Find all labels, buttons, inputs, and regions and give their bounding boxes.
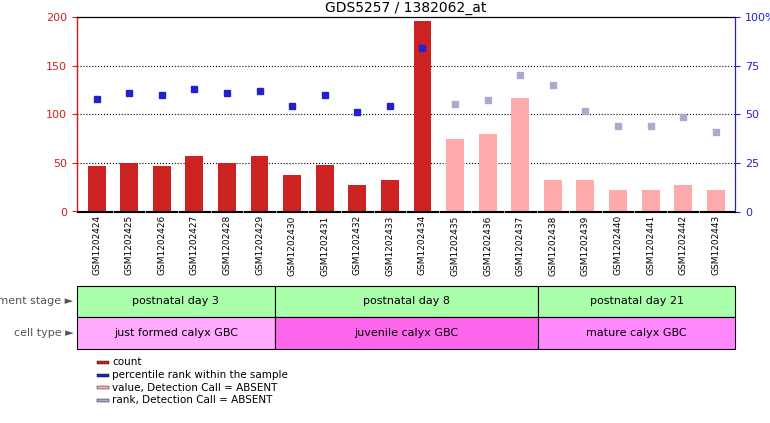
Text: GSM1202437: GSM1202437 (516, 215, 524, 275)
Text: GSM1202440: GSM1202440 (614, 215, 622, 275)
Bar (97, 361, 109, 364)
Bar (348, 185, 367, 212)
Bar (446, 139, 464, 212)
Title: GDS5257 / 1382062_at: GDS5257 / 1382062_at (326, 0, 487, 14)
Text: GSM1202425: GSM1202425 (125, 215, 134, 275)
Text: GSM1202427: GSM1202427 (190, 215, 199, 275)
Bar (537, 317, 735, 349)
Text: postnatal day 8: postnatal day 8 (363, 297, 450, 306)
Bar (479, 134, 497, 212)
Bar (537, 286, 735, 317)
Bar (97, 399, 109, 402)
Text: GSM1202434: GSM1202434 (418, 215, 427, 275)
Text: postnatal day 21: postnatal day 21 (590, 297, 684, 306)
Text: value, Detection Call = ABSENT: value, Detection Call = ABSENT (112, 383, 278, 393)
Bar (544, 180, 562, 212)
Bar (274, 286, 537, 317)
Bar (274, 317, 537, 349)
Bar (316, 165, 333, 212)
Text: just formed calyx GBC: just formed calyx GBC (114, 328, 238, 338)
Bar (88, 166, 105, 212)
Bar (77, 286, 274, 317)
Text: count: count (112, 357, 142, 367)
Text: GSM1202441: GSM1202441 (646, 215, 655, 275)
Bar (707, 190, 725, 212)
Bar (283, 175, 301, 212)
Bar (250, 156, 269, 212)
Text: GSM1202442: GSM1202442 (678, 215, 688, 275)
Bar (97, 374, 109, 376)
Text: GSM1202435: GSM1202435 (450, 215, 460, 275)
Bar (641, 190, 660, 212)
Bar (97, 386, 109, 389)
Bar (577, 180, 594, 212)
Text: GSM1202432: GSM1202432 (353, 215, 362, 275)
Text: GSM1202439: GSM1202439 (581, 215, 590, 275)
Text: GSM1202438: GSM1202438 (548, 215, 557, 275)
Bar (218, 163, 236, 212)
Bar (413, 21, 431, 212)
Text: GSM1202426: GSM1202426 (157, 215, 166, 275)
Text: percentile rank within the sample: percentile rank within the sample (112, 370, 288, 380)
Text: postnatal day 3: postnatal day 3 (132, 297, 219, 306)
Text: GSM1202430: GSM1202430 (288, 215, 296, 275)
Text: cell type ►: cell type ► (14, 328, 73, 338)
Text: rank, Detection Call = ABSENT: rank, Detection Call = ABSENT (112, 396, 273, 405)
Text: mature calyx GBC: mature calyx GBC (586, 328, 687, 338)
Text: GSM1202428: GSM1202428 (223, 215, 232, 275)
Text: GSM1202436: GSM1202436 (483, 215, 492, 275)
Text: GSM1202443: GSM1202443 (711, 215, 720, 275)
Text: juvenile calyx GBC: juvenile calyx GBC (354, 328, 458, 338)
Text: GSM1202433: GSM1202433 (385, 215, 394, 275)
Bar (675, 185, 692, 212)
Bar (120, 163, 138, 212)
Text: GSM1202424: GSM1202424 (92, 215, 101, 275)
Text: development stage ►: development stage ► (0, 297, 73, 306)
Bar (511, 98, 529, 212)
Bar (381, 180, 399, 212)
Bar (152, 166, 171, 212)
Bar (77, 317, 274, 349)
Text: GSM1202431: GSM1202431 (320, 215, 330, 275)
Text: GSM1202429: GSM1202429 (255, 215, 264, 275)
Bar (609, 190, 627, 212)
Bar (186, 156, 203, 212)
